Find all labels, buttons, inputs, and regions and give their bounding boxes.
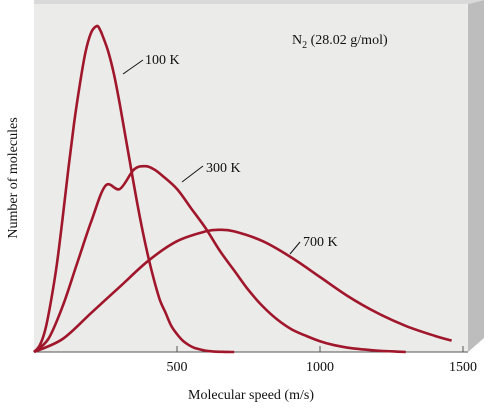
label-leader-700k bbox=[289, 241, 301, 255]
series-line-300k bbox=[33, 164, 406, 354]
series-label-700k: 700 K bbox=[303, 235, 338, 250]
chart-title-subscript: 2 bbox=[302, 40, 307, 51]
x-tick-label: 500 bbox=[167, 360, 188, 375]
chart-title-main: N bbox=[292, 33, 302, 48]
series-label-300k: 300 K bbox=[206, 161, 241, 176]
x-tick-label: 1000 bbox=[306, 360, 334, 375]
x-axis-label: Molecular speed (m/s) bbox=[188, 388, 314, 403]
series-line-100k bbox=[33, 24, 235, 354]
series-layer bbox=[33, 24, 452, 354]
panel-right-side bbox=[468, 0, 484, 352]
series-line-700k bbox=[33, 228, 452, 354]
chart-title-rest: (28.02 g/mol) bbox=[307, 33, 388, 48]
y-axis-label: Number of molecules bbox=[6, 117, 21, 238]
x-tick-layer: 500 1000 1500 bbox=[167, 346, 477, 375]
plot-panel bbox=[34, 4, 468, 352]
series-label-100k: 100 K bbox=[145, 53, 180, 68]
x-tick-label: 1500 bbox=[449, 360, 477, 375]
label-leader-100k bbox=[122, 59, 144, 75]
label-leader-300k bbox=[181, 165, 204, 183]
panel-top-face bbox=[34, 0, 484, 4]
chart-title: N2 (28.02 g/mol) bbox=[292, 33, 388, 51]
